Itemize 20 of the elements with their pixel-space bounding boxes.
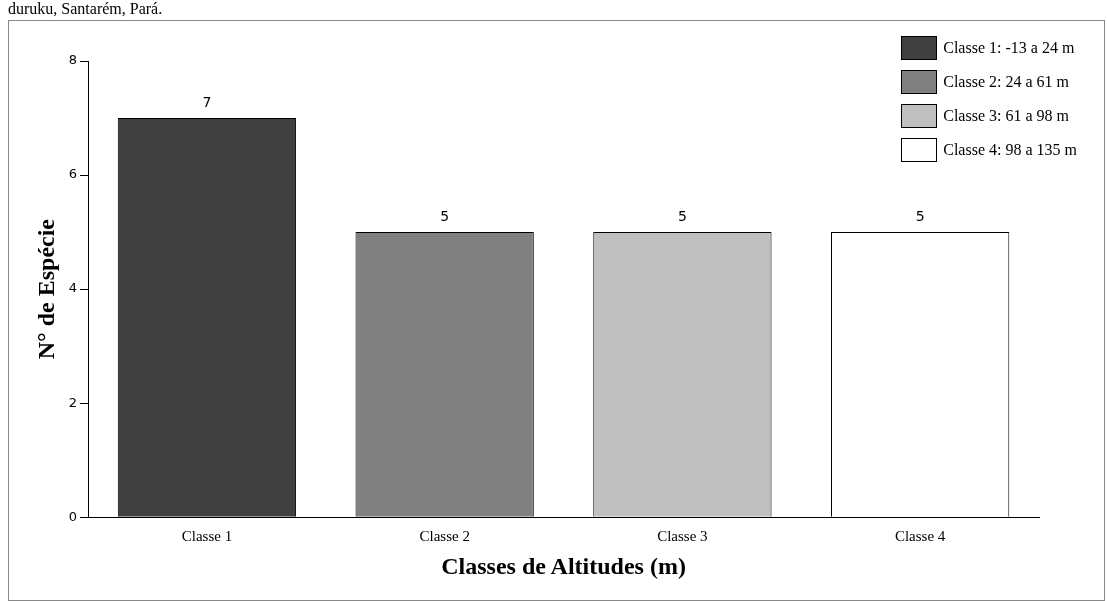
y-axis-title: N° de Espécie <box>32 218 59 360</box>
y-tick-label: 6 <box>68 166 78 182</box>
data-label: 7 <box>202 93 212 110</box>
legend-label: Classe 1: -13 a 24 m <box>943 39 1075 57</box>
data-label: 5 <box>915 207 925 224</box>
text: duruku, Santarém, Pará. <box>8 0 163 18</box>
x-tick-label: Classe 3 <box>657 528 708 545</box>
x-axis-title: Classes de Altitudes (m) <box>441 552 686 579</box>
y-tick-label: 4 <box>68 280 78 296</box>
y-tick-label: 8 <box>68 52 78 68</box>
x-tick-label: Classe 2 <box>419 528 470 545</box>
x-tick-label: Classe 1 <box>181 528 233 545</box>
data-label: 5 <box>440 207 450 224</box>
x-tick-label: Classe 4 <box>894 528 946 545</box>
text: Classe 4: 98 a 135 m <box>943 141 1077 159</box>
y-tick-label: 0 <box>68 508 78 524</box>
y-tick-label: 2 <box>68 394 78 410</box>
legend-label: Classe 2: 24 a 61 m <box>943 73 1069 91</box>
data-label: 5 <box>677 207 687 224</box>
legend-label: Classe 3: 61 a 98 m <box>943 107 1069 125</box>
